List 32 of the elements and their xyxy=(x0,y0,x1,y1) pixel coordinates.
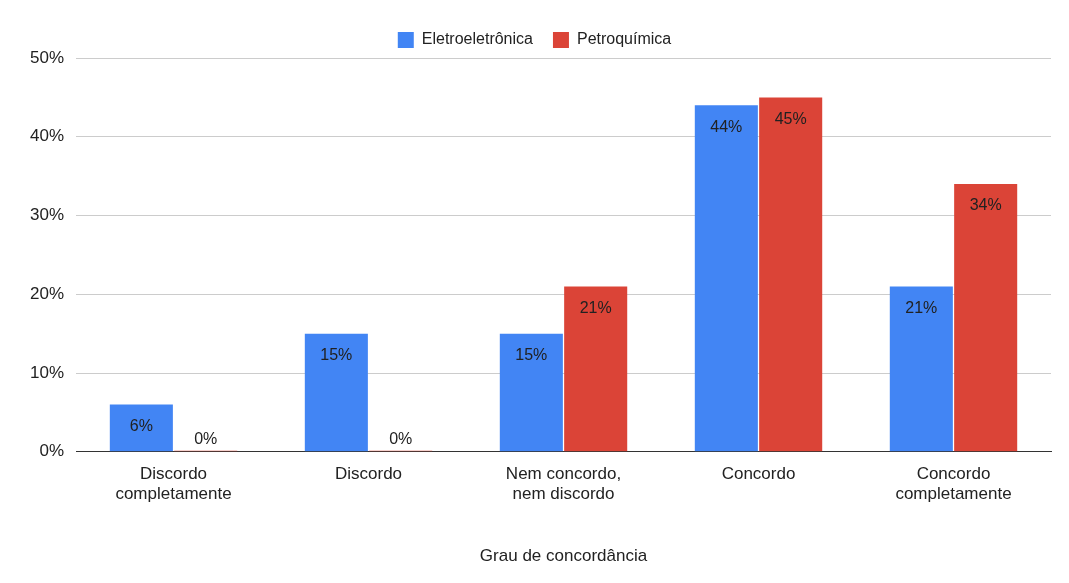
y-tick-label: 30% xyxy=(29,205,65,225)
bar xyxy=(759,97,823,452)
x-tick-label: Discordo xyxy=(334,463,403,483)
bar xyxy=(694,105,758,452)
bar xyxy=(499,333,563,452)
data-label: 21% xyxy=(905,298,938,316)
y-tick-label: 0% xyxy=(39,441,65,461)
y-tick-label: 10% xyxy=(29,362,65,382)
y-tick-label: 50% xyxy=(29,47,65,67)
x-axis-title: Grau de concordância xyxy=(479,546,648,566)
x-tick-label: Concordo completamente xyxy=(895,463,1012,504)
bar xyxy=(109,404,173,452)
data-label: 21% xyxy=(579,298,612,316)
data-label: 0% xyxy=(194,429,218,447)
data-label: 15% xyxy=(515,346,548,364)
legend-label: Eletroeletrônica xyxy=(421,30,534,48)
data-label: 6% xyxy=(129,416,153,434)
bar xyxy=(564,286,628,452)
bar xyxy=(304,333,368,452)
x-tick-label: Discordo completamente xyxy=(115,463,232,504)
x-tick-label: Concordo xyxy=(721,463,796,483)
data-label: 0% xyxy=(389,429,413,447)
data-label: 34% xyxy=(969,196,1002,214)
legend-label: Petroquímica xyxy=(576,30,672,48)
bar xyxy=(889,286,953,452)
bar xyxy=(954,184,1018,452)
y-tick-label: 20% xyxy=(29,283,65,303)
y-tick-label: 40% xyxy=(29,126,65,146)
data-label: 15% xyxy=(320,346,353,364)
data-label: 44% xyxy=(710,117,743,135)
x-tick-label: Nem concordo, nem discordo xyxy=(505,463,622,504)
data-label: 45% xyxy=(774,109,807,127)
